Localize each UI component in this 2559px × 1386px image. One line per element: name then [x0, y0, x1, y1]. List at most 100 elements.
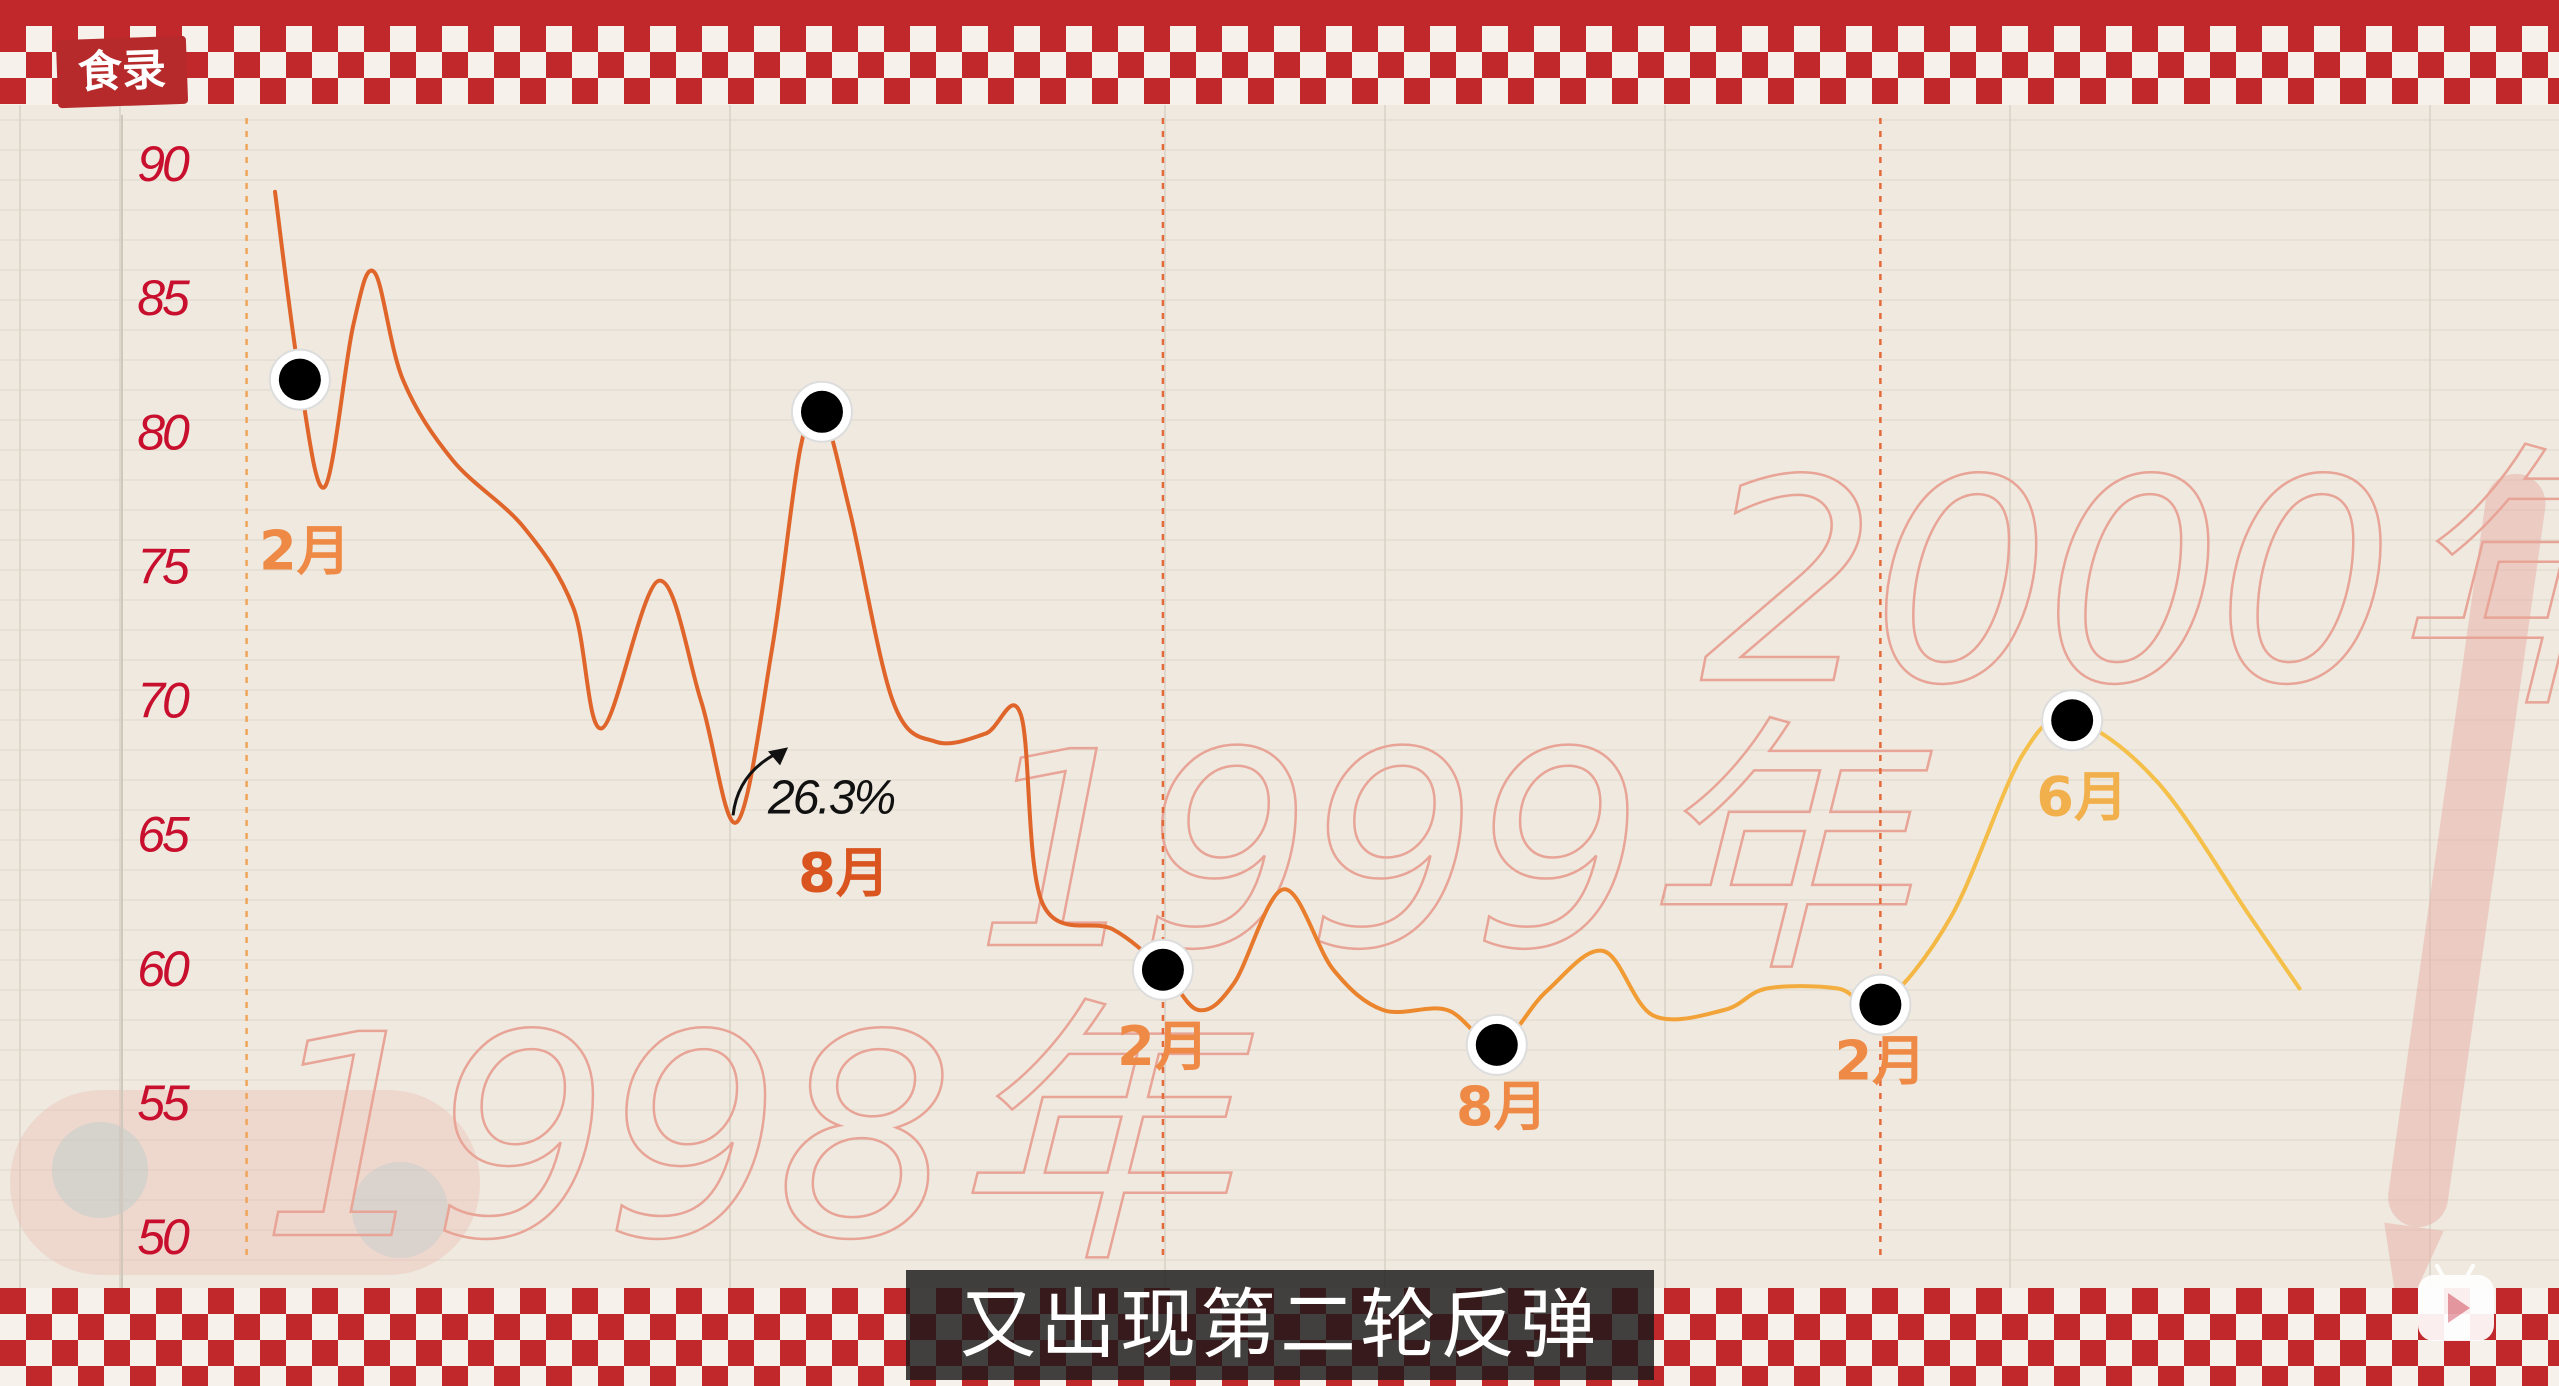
checker-square — [260, 78, 286, 104]
checker-square — [1690, 1366, 1716, 1386]
checker-square — [2496, 1340, 2522, 1366]
checker-square — [1768, 78, 1794, 104]
checker-square — [936, 26, 962, 52]
checker-square — [1950, 52, 1976, 78]
checker-square — [2366, 1314, 2392, 1340]
checker-square — [520, 1288, 546, 1314]
checker-square — [208, 78, 234, 104]
checker-square — [676, 26, 702, 52]
checker-square — [2392, 1288, 2418, 1314]
y-tick-label: 90 — [137, 136, 190, 192]
checker-square — [1144, 26, 1170, 52]
checker-square — [1586, 52, 1612, 78]
checker-square — [1612, 78, 1638, 104]
checker-square — [624, 26, 650, 52]
checker-square — [1742, 1366, 1768, 1386]
checker-square — [1976, 26, 2002, 52]
y-tick-label: 70 — [137, 673, 190, 729]
checker-square — [2080, 78, 2106, 104]
checker-square — [1066, 52, 1092, 78]
checker-square — [2080, 1340, 2106, 1366]
checker-square — [1950, 1366, 1976, 1386]
checker-square — [260, 1288, 286, 1314]
checker-square — [2184, 26, 2210, 52]
data-marker-dot — [278, 358, 321, 401]
checker-square — [1924, 1340, 1950, 1366]
checker-square — [260, 1340, 286, 1366]
checker-square — [2158, 1366, 2184, 1386]
checker-square — [1404, 78, 1430, 104]
checker-square — [416, 1288, 442, 1314]
checker-square — [806, 1314, 832, 1340]
checker-square — [728, 78, 754, 104]
checker-square — [728, 1340, 754, 1366]
checker-square — [1430, 52, 1456, 78]
checker-square — [494, 52, 520, 78]
checker-square — [598, 52, 624, 78]
checker-square — [1716, 1340, 1742, 1366]
checker-square — [1794, 1314, 1820, 1340]
checker-square — [2496, 26, 2522, 52]
checker-square — [2392, 78, 2418, 104]
price-series-line — [273, 189, 2302, 1047]
checker-square — [468, 1340, 494, 1366]
checker-square — [702, 1314, 728, 1340]
checker-square — [338, 1314, 364, 1340]
checker-square — [1716, 78, 1742, 104]
checker-square — [1092, 78, 1118, 104]
checker-square — [390, 52, 416, 78]
data-marker-dot — [1859, 983, 1902, 1026]
checker-square — [390, 1314, 416, 1340]
checker-square — [364, 26, 390, 52]
checker-square — [884, 26, 910, 52]
checker-square — [1144, 78, 1170, 104]
checker-square — [130, 1314, 156, 1340]
rise-arrow-head — [768, 747, 789, 766]
checker-square — [182, 1314, 208, 1340]
checker-square — [520, 26, 546, 52]
checker-square — [520, 1340, 546, 1366]
checker-square — [520, 78, 546, 104]
checker-square — [234, 1314, 260, 1340]
y-tick-label: 50 — [137, 1209, 190, 1265]
checker-square — [2132, 1340, 2158, 1366]
checker-square — [338, 1366, 364, 1386]
month-label: 8月 — [798, 841, 890, 904]
checker-square — [364, 1288, 390, 1314]
bilibili-tv-icon[interactable] — [2418, 1275, 2494, 1341]
checker-square — [1742, 1314, 1768, 1340]
checker-square — [1768, 1340, 1794, 1366]
checker-square — [416, 26, 442, 52]
checker-square — [598, 1314, 624, 1340]
checker-square — [1768, 26, 1794, 52]
checker-square — [780, 26, 806, 52]
checker-square — [728, 26, 754, 52]
checker-square — [2132, 78, 2158, 104]
pencil-body — [2388, 473, 2546, 1228]
data-marker-dot — [1475, 1023, 1518, 1066]
checker-square — [546, 1314, 572, 1340]
checker-square — [312, 26, 338, 52]
y-tick-label: 65 — [137, 807, 190, 863]
checker-square — [572, 78, 598, 104]
checker-square — [286, 52, 312, 78]
checker-square — [286, 1314, 312, 1340]
checker-square — [1820, 1288, 1846, 1314]
checker-square — [2002, 1314, 2028, 1340]
checker-square — [624, 1288, 650, 1314]
checker-square — [572, 1288, 598, 1314]
checker-square — [208, 26, 234, 52]
checker-square — [1118, 52, 1144, 78]
month-label: 2月 — [1835, 1030, 1927, 1093]
checker-square — [702, 1366, 728, 1386]
checker-square — [312, 1340, 338, 1366]
checker-square — [156, 1288, 182, 1314]
checker-square — [1716, 26, 1742, 52]
checker-square — [1924, 26, 1950, 52]
checker-square — [2262, 1314, 2288, 1340]
checker-square — [1560, 78, 1586, 104]
checker-square — [2106, 52, 2132, 78]
checker-square — [182, 1366, 208, 1386]
